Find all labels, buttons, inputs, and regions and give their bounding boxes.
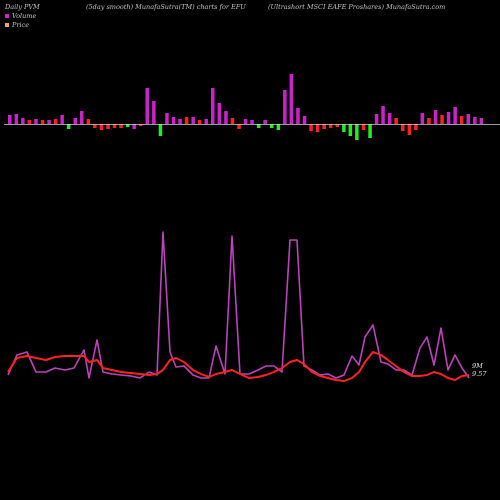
volume-bar [328, 124, 333, 128]
volume-bar [394, 118, 398, 124]
volume-bar [256, 124, 261, 128]
volume-bar [125, 124, 130, 127]
moving-average-line [7, 351, 470, 382]
volume-bar [446, 112, 451, 124]
volume-bar [381, 106, 385, 124]
volume-bar [80, 111, 84, 124]
legend-price-swatch [5, 23, 9, 27]
volume-bar [296, 108, 300, 124]
volume-bar [250, 120, 254, 124]
volume-bar [112, 124, 117, 128]
ma-label-value: 9.57 [472, 370, 487, 378]
chart-type-label: Daily PVM [5, 3, 40, 11]
legend-volume-swatch [5, 14, 9, 18]
volume-bar [322, 124, 326, 129]
volume-bar [466, 114, 470, 124]
volume-bar [263, 120, 267, 124]
volume-bar [34, 119, 38, 124]
volume-bar [342, 124, 346, 132]
volume-bar [152, 101, 156, 124]
volume-bar [217, 103, 222, 124]
volume-bar [73, 118, 77, 124]
volume-bar [171, 117, 176, 124]
volume-bar [66, 124, 71, 129]
chart-title: (5day smooth) MunafaSutra(TM) charts for… [86, 3, 246, 11]
volume-bars [8, 74, 484, 140]
legend-volume-label: Volume [12, 12, 37, 20]
volume-bar [368, 124, 372, 138]
volume-bar [414, 124, 418, 130]
volume-bar [204, 119, 208, 124]
legend-price: Price [5, 21, 29, 29]
volume-bar [60, 115, 64, 124]
volume-bar [420, 113, 425, 124]
volume-bar [191, 117, 195, 124]
volume-bar [361, 124, 366, 130]
legend-volume: Volume [5, 12, 36, 20]
volume-bar [8, 115, 12, 124]
volume-bar [374, 114, 379, 124]
volume-bar [40, 120, 45, 124]
ma-label-period: 9M [472, 362, 483, 370]
volume-bar [27, 120, 32, 124]
volume-bar [53, 119, 58, 124]
volume-bar [106, 124, 110, 129]
volume-bar [243, 119, 248, 124]
volume-bar [230, 118, 235, 124]
volume-bar [93, 124, 97, 128]
volume-bar [132, 124, 136, 129]
volume-bar [47, 120, 51, 124]
volume-bar [479, 118, 484, 124]
volume-bar [440, 115, 444, 124]
volume-bar [387, 113, 392, 124]
ma-value-label: 9M 9.57 [472, 362, 486, 378]
volume-bar [224, 111, 228, 124]
volume-bar [276, 124, 281, 130]
volume-bar [237, 124, 241, 129]
volume-bar [407, 124, 412, 135]
volume-bar [348, 124, 353, 136]
volume-bar [289, 74, 294, 124]
volume-bar [165, 113, 169, 124]
volume-bar [473, 117, 477, 124]
legend-price-label: Price [12, 21, 30, 29]
volume-bar [145, 88, 149, 124]
volume-bar [197, 120, 202, 124]
volume-bar [14, 114, 19, 124]
volume-bar [178, 119, 182, 124]
volume-bar [401, 124, 405, 131]
volume-bar [119, 124, 123, 128]
volume-bar [309, 124, 313, 131]
volume-bar [86, 119, 91, 124]
chart-subtitle: (Ultrashort MSCI EAFE Proshares) MunafaS… [268, 3, 446, 11]
volume-bar [270, 124, 274, 128]
volume-bar [158, 124, 163, 136]
volume-bar [427, 118, 431, 124]
volume-bar [335, 124, 339, 127]
volume-bar [459, 116, 464, 124]
volume-bar [433, 110, 438, 124]
volume-bar [355, 124, 359, 140]
volume-bar [184, 117, 189, 124]
volume-bar [302, 116, 307, 124]
volume-bar [21, 118, 25, 124]
volume-bar [99, 124, 104, 130]
volume-bar [211, 88, 215, 124]
volume-bar [139, 124, 143, 126]
volume-bar [315, 124, 320, 132]
price-line [7, 231, 470, 379]
volume-bar [283, 90, 287, 124]
volume-bar [453, 107, 457, 124]
